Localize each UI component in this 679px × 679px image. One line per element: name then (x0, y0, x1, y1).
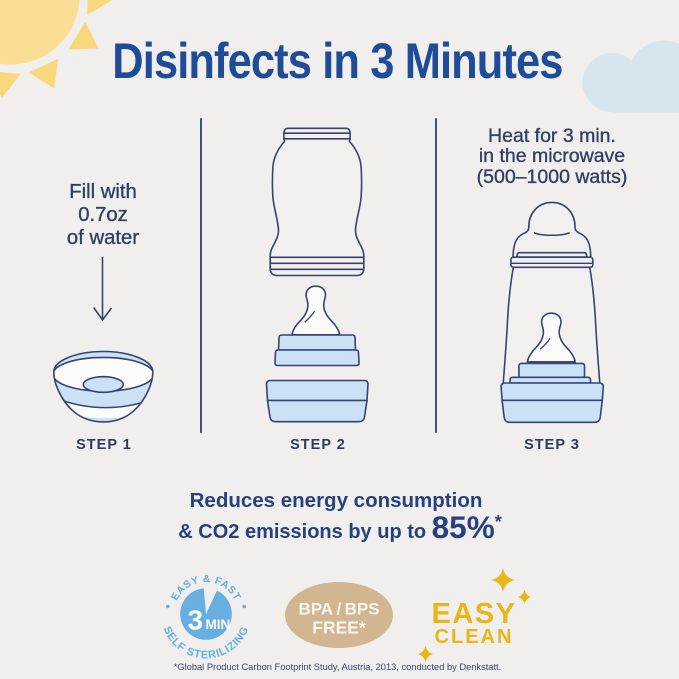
svg-text:3: 3 (188, 604, 204, 635)
svg-text:BPA / BPS: BPA / BPS (298, 600, 379, 619)
svg-text:MIN: MIN (206, 617, 231, 632)
svg-text:EASY: EASY (432, 598, 517, 630)
svg-text:FREE*: FREE* (312, 618, 366, 638)
svg-text:CLEAN: CLEAN (435, 626, 514, 648)
